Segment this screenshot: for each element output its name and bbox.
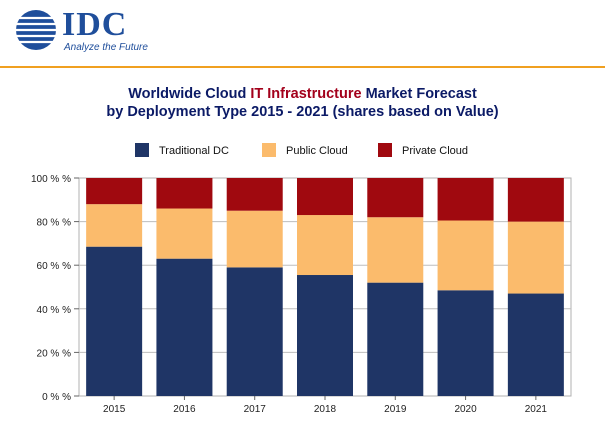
bar-segment (367, 178, 424, 218)
y-tick-label: 0 % % (42, 392, 71, 403)
y-tick-label: 100 % % (31, 174, 71, 185)
idc-tagline: Analyze the Future (64, 42, 148, 53)
legend-swatch (135, 143, 149, 157)
y-tick-label: 80 % % (37, 218, 72, 229)
header-divider (0, 66, 605, 68)
title-pre: Worldwide Cloud (128, 86, 251, 102)
bar-segment (507, 293, 564, 396)
chart-title: Worldwide Cloud IT Infrastructure Market… (0, 85, 605, 121)
bar-segment (86, 178, 143, 205)
bar-segment (437, 220, 494, 291)
title-post: Market Forecast (361, 86, 477, 102)
bar-segment (367, 217, 424, 283)
y-tick-label: 40 % % (37, 305, 72, 316)
bar-segment (297, 178, 353, 216)
chart-title-line-1: Worldwide Cloud IT Infrastructure Market… (0, 85, 605, 103)
title-highlight: IT Infrastructure (250, 86, 362, 102)
bar-segment (226, 210, 283, 268)
y-tick-label: 60 % % (37, 261, 72, 272)
idc-logo-text: IDC (62, 6, 128, 43)
legend-label: Private Cloud (402, 145, 468, 157)
chart-title-line-2: by Deployment Type 2015 - 2021 (shares b… (106, 104, 499, 120)
bar-segment (507, 178, 564, 222)
bar-segment (367, 282, 424, 396)
x-tick-label: 2021 (525, 404, 548, 415)
bar-segment (156, 178, 213, 209)
x-tick-label: 2015 (103, 404, 126, 415)
x-tick-label: 2018 (314, 404, 337, 415)
bar-segment (297, 275, 353, 396)
bar-segment (297, 215, 353, 276)
bar-segment (437, 290, 494, 396)
legend-label: Public Cloud (286, 145, 348, 157)
bar-segment (226, 267, 283, 396)
x-tick-label: 2017 (244, 404, 267, 415)
bar-segment (156, 258, 213, 396)
x-tick-label: 2016 (173, 404, 196, 415)
bar-segment (507, 221, 564, 294)
legend-swatch (378, 143, 392, 157)
bar-segment (156, 208, 213, 259)
bar-segment (86, 246, 143, 396)
x-tick-label: 2019 (384, 404, 407, 415)
y-tick-label: 20 % % (37, 348, 72, 359)
bar-segment (226, 178, 283, 211)
idc-globe-icon (16, 10, 56, 50)
bar-segment (437, 178, 494, 221)
legend-label: Traditional DC (159, 145, 229, 157)
bar-segment (86, 204, 143, 247)
legend-swatch (262, 143, 276, 157)
x-tick-label: 2020 (454, 404, 477, 415)
header: IDC Analyze the Future (0, 0, 605, 66)
